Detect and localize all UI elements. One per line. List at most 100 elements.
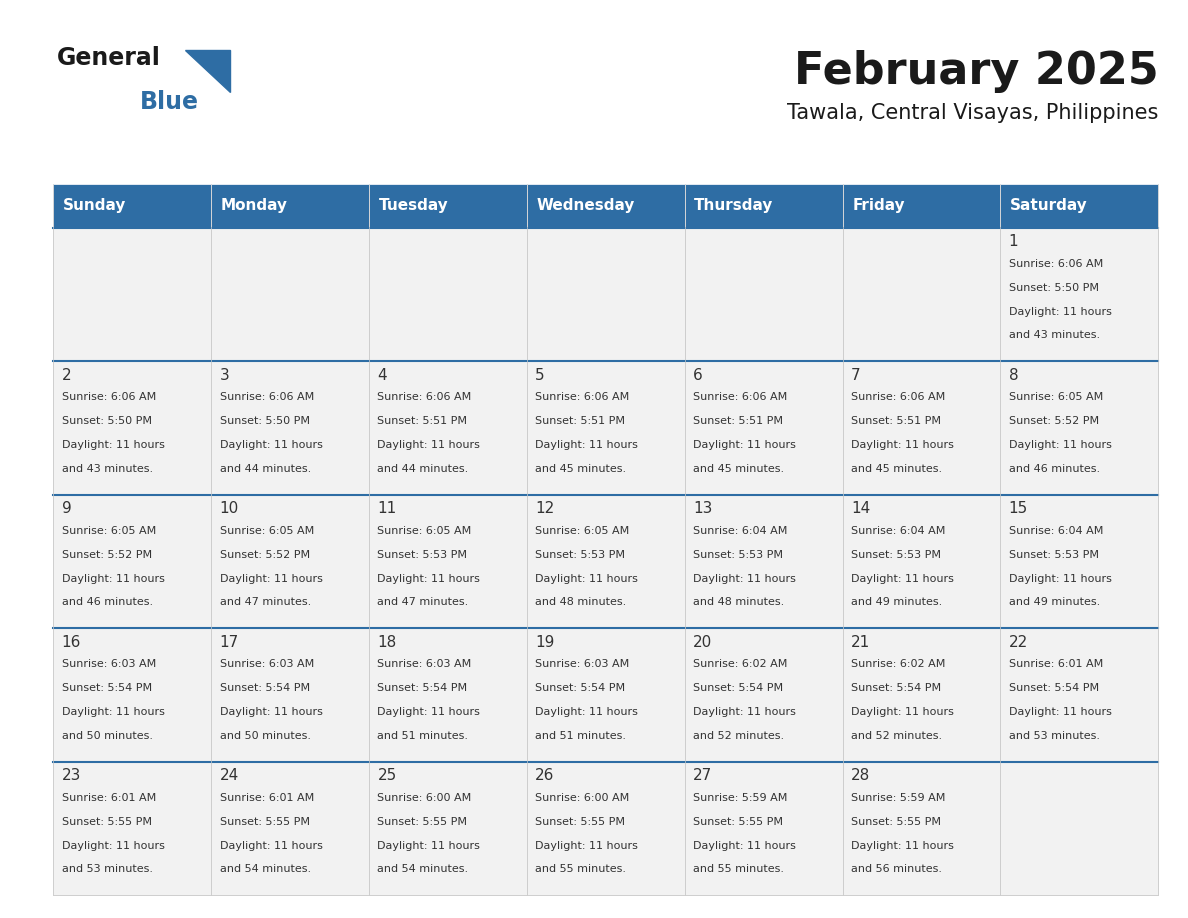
- Text: and 55 minutes.: and 55 minutes.: [693, 865, 784, 874]
- Bar: [842, 361, 1000, 495]
- Text: 20: 20: [693, 634, 713, 650]
- Bar: [1000, 228, 1158, 361]
- Bar: [53, 495, 211, 628]
- Text: Sunset: 5:55 PM: Sunset: 5:55 PM: [378, 817, 467, 826]
- Bar: [1000, 184, 1158, 228]
- Text: 26: 26: [536, 768, 555, 783]
- Bar: [1000, 628, 1158, 762]
- Text: Sunrise: 6:06 AM: Sunrise: 6:06 AM: [536, 392, 630, 402]
- Text: Sunrise: 6:06 AM: Sunrise: 6:06 AM: [62, 392, 156, 402]
- Text: and 56 minutes.: and 56 minutes.: [851, 865, 942, 874]
- Bar: [211, 228, 369, 361]
- Text: Daylight: 11 hours: Daylight: 11 hours: [1009, 707, 1112, 717]
- Text: 13: 13: [693, 501, 713, 516]
- Text: Sunrise: 6:03 AM: Sunrise: 6:03 AM: [536, 659, 630, 669]
- Text: and 54 minutes.: and 54 minutes.: [378, 865, 468, 874]
- Text: Sunrise: 6:00 AM: Sunrise: 6:00 AM: [378, 793, 472, 802]
- Text: Sunset: 5:53 PM: Sunset: 5:53 PM: [536, 550, 625, 560]
- Text: Sunset: 5:53 PM: Sunset: 5:53 PM: [1009, 550, 1099, 560]
- Text: 4: 4: [378, 367, 387, 383]
- Text: Sunrise: 6:03 AM: Sunrise: 6:03 AM: [220, 659, 314, 669]
- Text: Sunset: 5:50 PM: Sunset: 5:50 PM: [1009, 283, 1099, 293]
- Text: Sunrise: 6:02 AM: Sunrise: 6:02 AM: [693, 659, 788, 669]
- Text: and 47 minutes.: and 47 minutes.: [220, 598, 311, 608]
- Text: Sunset: 5:55 PM: Sunset: 5:55 PM: [62, 817, 152, 826]
- Text: Sunset: 5:54 PM: Sunset: 5:54 PM: [693, 683, 783, 693]
- Text: Daylight: 11 hours: Daylight: 11 hours: [1009, 307, 1112, 317]
- Text: Daylight: 11 hours: Daylight: 11 hours: [1009, 574, 1112, 584]
- Text: Tuesday: Tuesday: [379, 198, 448, 213]
- Text: Sunrise: 6:04 AM: Sunrise: 6:04 AM: [693, 526, 788, 536]
- Text: Wednesday: Wednesday: [537, 198, 634, 213]
- Text: Sunrise: 6:04 AM: Sunrise: 6:04 AM: [851, 526, 946, 536]
- Text: 14: 14: [851, 501, 870, 516]
- Text: Daylight: 11 hours: Daylight: 11 hours: [851, 841, 954, 850]
- Text: Sunset: 5:55 PM: Sunset: 5:55 PM: [220, 817, 310, 826]
- Text: Daylight: 11 hours: Daylight: 11 hours: [851, 440, 954, 450]
- Bar: [369, 495, 527, 628]
- Text: 18: 18: [378, 634, 397, 650]
- Text: Sunset: 5:54 PM: Sunset: 5:54 PM: [851, 683, 941, 693]
- Text: Daylight: 11 hours: Daylight: 11 hours: [220, 574, 322, 584]
- Text: and 45 minutes.: and 45 minutes.: [693, 464, 784, 474]
- Text: 28: 28: [851, 768, 870, 783]
- Text: Daylight: 11 hours: Daylight: 11 hours: [378, 440, 480, 450]
- Text: and 55 minutes.: and 55 minutes.: [536, 865, 626, 874]
- Text: Sunset: 5:51 PM: Sunset: 5:51 PM: [536, 416, 625, 426]
- Text: Sunrise: 6:02 AM: Sunrise: 6:02 AM: [851, 659, 946, 669]
- Text: Daylight: 11 hours: Daylight: 11 hours: [220, 707, 322, 717]
- Text: Daylight: 11 hours: Daylight: 11 hours: [536, 574, 638, 584]
- Text: Daylight: 11 hours: Daylight: 11 hours: [1009, 440, 1112, 450]
- Text: Sunset: 5:52 PM: Sunset: 5:52 PM: [1009, 416, 1099, 426]
- Text: Sunset: 5:54 PM: Sunset: 5:54 PM: [1009, 683, 1099, 693]
- Text: Daylight: 11 hours: Daylight: 11 hours: [693, 707, 796, 717]
- Text: and 43 minutes.: and 43 minutes.: [62, 464, 153, 474]
- Text: and 46 minutes.: and 46 minutes.: [62, 598, 153, 608]
- Text: and 50 minutes.: and 50 minutes.: [62, 731, 153, 741]
- Text: Daylight: 11 hours: Daylight: 11 hours: [62, 574, 165, 584]
- Bar: [211, 762, 369, 895]
- Text: Sunset: 5:52 PM: Sunset: 5:52 PM: [220, 550, 310, 560]
- Text: Sunrise: 6:06 AM: Sunrise: 6:06 AM: [378, 392, 472, 402]
- Bar: [684, 628, 842, 762]
- Text: and 48 minutes.: and 48 minutes.: [693, 598, 784, 608]
- Text: 10: 10: [220, 501, 239, 516]
- Text: and 49 minutes.: and 49 minutes.: [851, 598, 942, 608]
- Text: Daylight: 11 hours: Daylight: 11 hours: [62, 841, 165, 850]
- Text: Daylight: 11 hours: Daylight: 11 hours: [536, 440, 638, 450]
- Text: Daylight: 11 hours: Daylight: 11 hours: [536, 707, 638, 717]
- Text: and 53 minutes.: and 53 minutes.: [62, 865, 153, 874]
- Bar: [842, 184, 1000, 228]
- Text: Sunday: Sunday: [63, 198, 126, 213]
- Polygon shape: [185, 50, 230, 92]
- Text: Sunset: 5:54 PM: Sunset: 5:54 PM: [62, 683, 152, 693]
- Text: Sunrise: 6:06 AM: Sunrise: 6:06 AM: [693, 392, 788, 402]
- Text: Sunrise: 6:03 AM: Sunrise: 6:03 AM: [62, 659, 156, 669]
- Bar: [369, 228, 527, 361]
- Text: Sunrise: 6:05 AM: Sunrise: 6:05 AM: [378, 526, 472, 536]
- Bar: [527, 628, 684, 762]
- Text: 17: 17: [220, 634, 239, 650]
- Bar: [684, 495, 842, 628]
- Text: Daylight: 11 hours: Daylight: 11 hours: [851, 707, 954, 717]
- Bar: [527, 361, 684, 495]
- Text: General: General: [57, 46, 160, 70]
- Text: Sunrise: 6:05 AM: Sunrise: 6:05 AM: [536, 526, 630, 536]
- Bar: [1000, 361, 1158, 495]
- Text: and 46 minutes.: and 46 minutes.: [1009, 464, 1100, 474]
- Text: 7: 7: [851, 367, 860, 383]
- Text: Sunset: 5:53 PM: Sunset: 5:53 PM: [378, 550, 467, 560]
- Text: Daylight: 11 hours: Daylight: 11 hours: [536, 841, 638, 850]
- Text: Sunrise: 6:01 AM: Sunrise: 6:01 AM: [62, 793, 156, 802]
- Text: and 43 minutes.: and 43 minutes.: [1009, 330, 1100, 341]
- Text: Sunset: 5:54 PM: Sunset: 5:54 PM: [378, 683, 468, 693]
- Text: Sunrise: 6:06 AM: Sunrise: 6:06 AM: [1009, 259, 1102, 269]
- Text: 2: 2: [62, 367, 71, 383]
- Bar: [53, 361, 211, 495]
- Text: Sunset: 5:55 PM: Sunset: 5:55 PM: [851, 817, 941, 826]
- Text: Daylight: 11 hours: Daylight: 11 hours: [851, 574, 954, 584]
- Text: 25: 25: [378, 768, 397, 783]
- Text: and 45 minutes.: and 45 minutes.: [536, 464, 626, 474]
- Text: and 54 minutes.: and 54 minutes.: [220, 865, 311, 874]
- Bar: [1000, 495, 1158, 628]
